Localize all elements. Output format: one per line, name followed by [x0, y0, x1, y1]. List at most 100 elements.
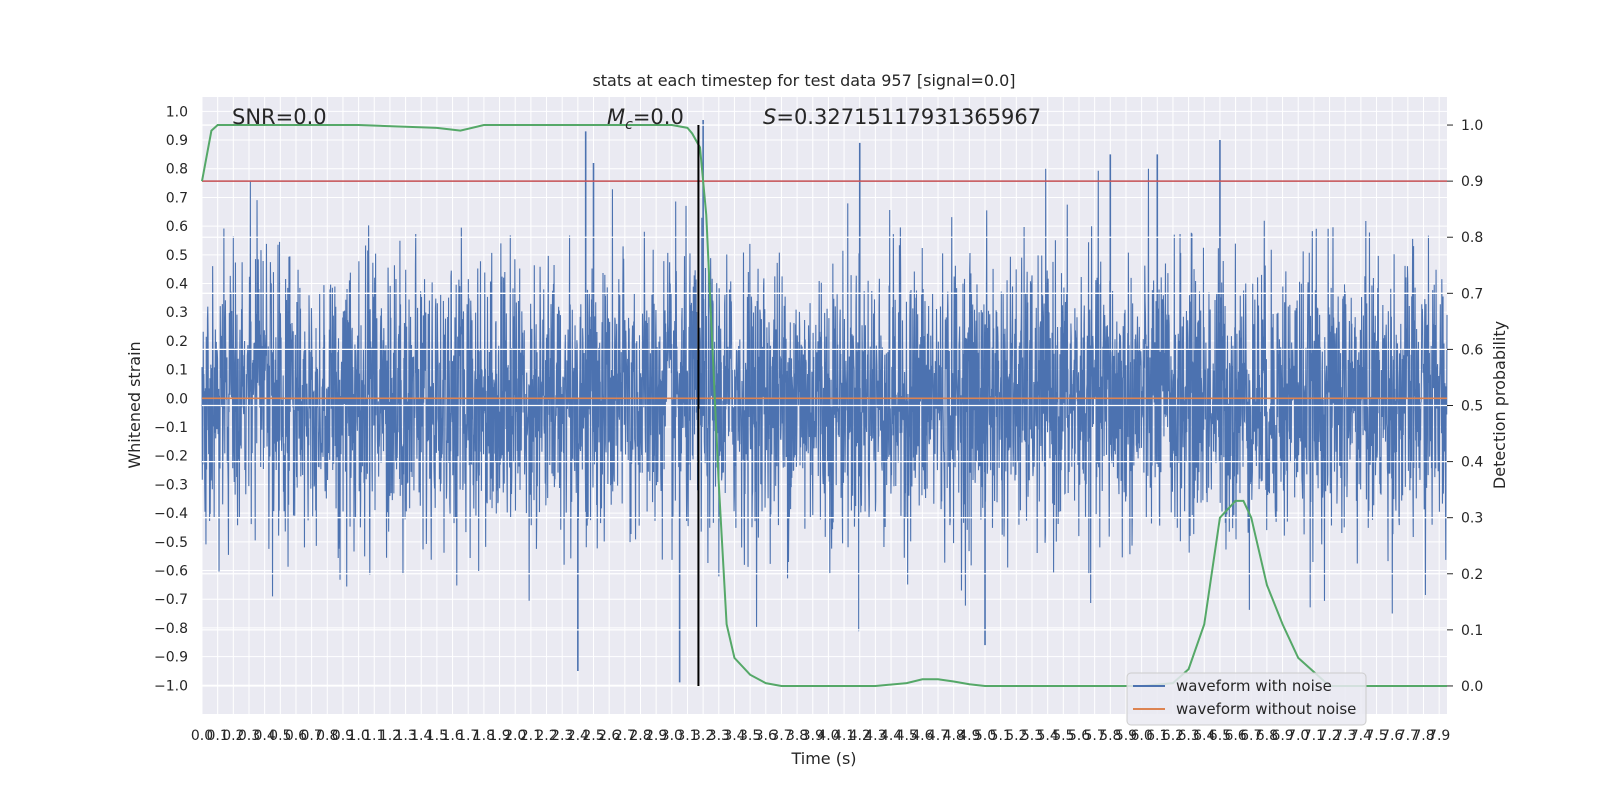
x-tick-label: 1.7	[457, 728, 479, 744]
x-tick-label: 0.2	[222, 728, 244, 744]
noise-waveform-path	[201, 168, 1448, 632]
x-tick-label: 3.8	[786, 728, 808, 744]
x-tick-label: 5.2	[1005, 728, 1027, 744]
x-tick-label: 0.8	[316, 728, 338, 744]
y-tick-label: −0.1	[154, 420, 188, 436]
y-tick-label: −0.2	[154, 449, 188, 465]
x-tick-label: 2.5	[582, 728, 604, 744]
series-detection-probability	[201, 124, 1447, 687]
y-right-tick-label: 1.0	[1461, 118, 1483, 134]
x-tick-label: 2.0	[504, 728, 526, 744]
y-right-tick-label: 0.5	[1461, 399, 1483, 415]
y-axis-ticks: 1.0 0.9 0.8 0.7 0.6 0.5 0.4 0.3 0.2 0.1 0.0 −0.1 −0.…	[154, 104, 188, 694]
y-right-tick-label: 0.0	[1461, 679, 1483, 695]
y-tick-label: −0.9	[154, 650, 188, 666]
x-axis-ticks: 0.00.10.20.30.40.50.60.70.80.91.01.11.21…	[191, 728, 1450, 744]
detection-probability-line	[201, 124, 1447, 687]
y-tick-label: −0.7	[154, 592, 188, 608]
x-tick-label: 1.1	[363, 728, 385, 744]
x-tick-label: 1.8	[473, 728, 495, 744]
x-tick-label: 7.5	[1365, 728, 1387, 744]
y-axis-label: Whitened strain	[125, 341, 144, 468]
x-tick-label: 7.6	[1381, 728, 1403, 744]
x-tick-label: 4.8	[943, 728, 965, 744]
annotation-chirp-mass-symbol: M	[607, 105, 625, 129]
x-tick-label: 0.0	[191, 728, 213, 744]
x-tick-label: 6.0	[1130, 728, 1152, 744]
y-axis-right-ticks: 1.0 0.9 0.8 0.7 0.6 0.5 0.4 0.3 0.2 0.1 0.0	[1447, 118, 1483, 695]
x-tick-label: 1.2	[379, 728, 401, 744]
x-tick-label: 6.2	[1162, 728, 1184, 744]
x-tick-label: 3.9	[802, 728, 824, 744]
y-tick-label: −0.8	[154, 621, 188, 637]
x-tick-label: 2.1	[520, 728, 542, 744]
x-tick-label: 3.2	[692, 728, 714, 744]
x-tick-label: 2.6	[598, 728, 620, 744]
x-tick-label: 7.0	[1287, 728, 1309, 744]
y-tick-label: −0.4	[154, 506, 188, 522]
x-tick-label: 3.5	[739, 728, 761, 744]
annotation-s: S=0.32715117931365967	[763, 105, 1041, 129]
x-tick-label: 6.6	[1224, 728, 1246, 744]
x-tick-label: 7.3	[1334, 728, 1356, 744]
x-tick-label: 4.3	[864, 728, 886, 744]
x-axis-label: Time (s)	[790, 749, 856, 768]
x-tick-label: 5.8	[1099, 728, 1121, 744]
x-tick-label: 7.2	[1318, 728, 1340, 744]
y-right-tick-label: 0.4	[1461, 455, 1483, 471]
x-tick-label: 5.3	[1021, 728, 1043, 744]
y-right-tick-label: 0.8	[1461, 230, 1483, 246]
y-tick-label: 0.7	[166, 190, 188, 206]
x-tick-label: 7.9	[1428, 728, 1450, 744]
x-tick-label: 3.7	[770, 728, 792, 744]
x-tick-label: 0.6	[285, 728, 307, 744]
x-tick-label: 3.1	[676, 728, 698, 744]
x-tick-label: 0.3	[238, 728, 260, 744]
x-tick-label: 4.2	[849, 728, 871, 744]
x-tick-label: 6.1	[1146, 728, 1168, 744]
x-tick-label: 0.9	[332, 728, 354, 744]
x-tick-label: 0.5	[269, 728, 291, 744]
x-tick-label: 1.3	[394, 728, 416, 744]
x-tick-label: 6.4	[1193, 728, 1215, 744]
x-tick-label: 5.4	[1037, 728, 1059, 744]
y-tick-label: 0.9	[166, 133, 188, 149]
y-right-tick-label: 0.3	[1461, 511, 1483, 527]
y-right-tick-label: 0.1	[1461, 623, 1483, 639]
x-tick-label: 6.5	[1209, 728, 1231, 744]
x-tick-label: 1.5	[426, 728, 448, 744]
x-tick-label: 4.9	[958, 728, 980, 744]
y-axis-right-label: Detection probability	[1490, 321, 1509, 489]
y-tick-label: −1.0	[154, 678, 188, 694]
x-tick-label: 5.6	[1068, 728, 1090, 744]
y-tick-label: 0.8	[166, 162, 188, 178]
series-waveform-with-noise	[201, 119, 1448, 683]
legend-label-clean: waveform without noise	[1176, 700, 1356, 718]
x-tick-label: 4.0	[817, 728, 839, 744]
x-tick-label: 1.0	[347, 728, 369, 744]
x-tick-label: 2.3	[551, 728, 573, 744]
legend-label-noise: waveform with noise	[1176, 677, 1332, 695]
x-tick-label: 5.0	[974, 728, 996, 744]
annotation-chirp-mass-value: =0.0	[633, 105, 684, 129]
x-tick-label: 2.2	[535, 728, 557, 744]
annotation-snr: SNR=0.0	[232, 105, 327, 129]
x-tick-label: 4.7	[927, 728, 949, 744]
x-tick-label: 6.9	[1271, 728, 1293, 744]
x-tick-label: 0.1	[207, 728, 229, 744]
annotation-s-value: =0.32715117931365967	[776, 105, 1041, 129]
x-tick-label: 3.6	[755, 728, 777, 744]
y-tick-label: −0.5	[154, 535, 188, 551]
x-tick-label: 1.4	[410, 728, 432, 744]
y-tick-label: 0.3	[166, 305, 188, 321]
annotation-chirp-mass-subscript: c	[625, 117, 633, 133]
x-tick-label: 3.4	[723, 728, 745, 744]
y-tick-label: −0.3	[154, 477, 188, 493]
x-tick-label: 3.0	[661, 728, 683, 744]
y-tick-label: 0.6	[166, 219, 188, 235]
x-tick-label: 5.9	[1115, 728, 1137, 744]
legend-box	[1126, 672, 1367, 726]
x-tick-label: 5.5	[1052, 728, 1074, 744]
x-tick-label: 4.5	[896, 728, 918, 744]
